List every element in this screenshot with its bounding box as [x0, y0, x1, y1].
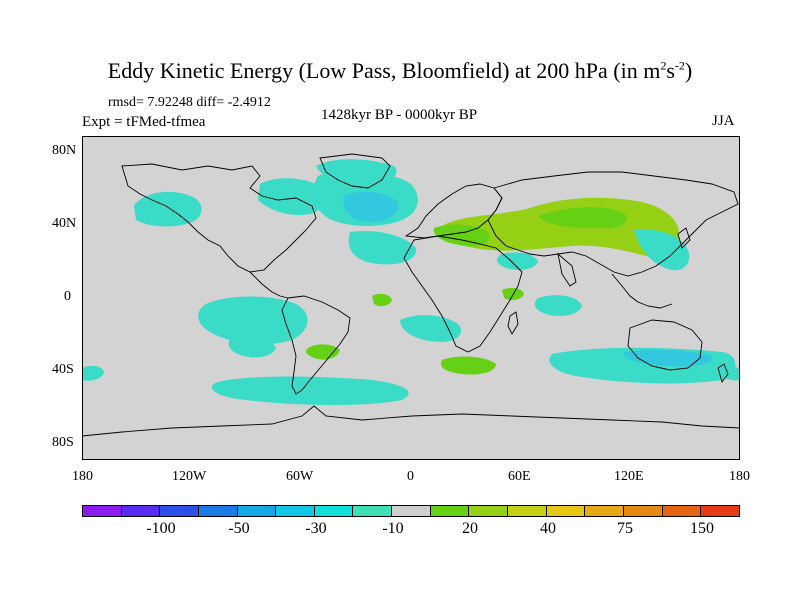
coastline-asia: [487, 171, 739, 277]
anomaly-blob-equatorial-africa: [372, 293, 392, 307]
experiment-label: Expt = tFMed-tfmea: [82, 114, 206, 130]
colorbar-swatch: [469, 506, 509, 516]
coastline-new-zealand: [717, 363, 729, 383]
season-label: JJA: [712, 113, 735, 129]
colorbar-label: 75: [617, 520, 633, 537]
coastline-australia: [627, 319, 703, 371]
lon-label: 60E: [508, 469, 531, 484]
coastline-india: [557, 252, 577, 287]
colorbar-swatch: [121, 506, 161, 516]
colorbar-swatch: [701, 506, 739, 516]
lon-label: 120E: [614, 469, 644, 484]
anomaly-blob-mediterranean: [433, 224, 490, 247]
anomaly-blob-eurasia-core: [538, 207, 627, 229]
lon-label: 180: [729, 469, 750, 484]
colorbar-swatch: [392, 506, 431, 516]
coastline-greenland: [319, 153, 391, 189]
colorbar-label: 20: [462, 520, 478, 537]
colorbar-label: 40: [540, 520, 556, 537]
colorbar-swatch: [237, 506, 277, 516]
coastline-africa: [403, 235, 523, 353]
colorbar-label: 150: [690, 520, 714, 537]
coastline-south-america: [281, 295, 351, 395]
lon-label: 0: [407, 469, 414, 484]
anomaly-blob-southern-ocean-far-west: [82, 365, 104, 381]
coastline-madagascar: [507, 311, 519, 335]
map-plot: [82, 136, 740, 460]
anomaly-blob-hudson: [258, 178, 326, 216]
lat-label: 40N: [52, 216, 77, 231]
lon-label: 180: [72, 469, 93, 484]
period-label: 1428kyr BP - 0000kyr BP: [321, 107, 478, 123]
lat-label: 0: [64, 289, 71, 304]
anomaly-blob-southern-ocean-far-east: [718, 365, 740, 381]
lat-label: 80S: [52, 435, 74, 450]
coastline-japan: [677, 227, 691, 249]
lon-label: 120W: [172, 469, 207, 484]
colorbar-swatch: [160, 506, 199, 516]
colorbar-swatch: [585, 506, 624, 516]
anomaly-blob-south-pacific: [228, 334, 276, 358]
anomaly-blob-greenland: [316, 159, 397, 184]
anomaly-blob-indian-ocean: [534, 295, 582, 316]
anomaly-blob-arabia: [497, 252, 538, 270]
colorbar-swatch: [623, 506, 663, 516]
lat-label: 80N: [52, 143, 77, 158]
colorbar-label: -100: [146, 520, 176, 537]
colorbar-swatch: [353, 506, 393, 516]
colorbar-swatch: [662, 506, 702, 516]
anomaly-blob-southern-africa: [440, 356, 496, 375]
coastline-north-america: [121, 163, 317, 273]
anomaly-blob-south-america: [306, 344, 340, 360]
colorbar-swatch: [314, 506, 354, 516]
coastlines: [82, 153, 740, 437]
map-frame: [82, 136, 740, 460]
colorbar-label: -10: [382, 520, 404, 537]
anomaly-blob-southern-ocean-west: [211, 376, 409, 406]
stats-text: rmsd= 7.92248 diff= -2.4912: [108, 95, 271, 110]
colorbar-label: -50: [228, 520, 250, 537]
lat-label: 40S: [52, 362, 74, 377]
colorbar-swatch: [430, 506, 470, 516]
anomaly-blob-west-pacific: [634, 229, 690, 271]
lon-label: 60W: [286, 469, 314, 484]
coastline-southeast-asia: [611, 273, 673, 309]
colorbar: [82, 505, 740, 517]
anomaly-contours: [82, 159, 740, 406]
colorbar-swatch: [198, 506, 238, 516]
anomaly-blob-central-pacific: [198, 296, 308, 345]
coastline-central-america: [249, 271, 289, 299]
colorbar-swatch: [546, 506, 586, 516]
colorbar-swatch: [508, 506, 547, 516]
coastline-antarctica: [82, 405, 740, 437]
page-title: Eddy Kinetic Energy (Low Pass, Bloomfiel…: [107, 58, 693, 83]
colorbar-label: -30: [305, 520, 327, 537]
anomaly-blob-west-atlantic: [348, 230, 417, 265]
colorbar-swatch: [276, 506, 315, 516]
anomaly-blob-north-atlantic-core: [343, 191, 399, 222]
anomaly-blob-south-atlantic: [400, 315, 462, 342]
colorbar-swatch: [83, 506, 122, 516]
anomaly-blob-north-pacific: [134, 191, 202, 227]
